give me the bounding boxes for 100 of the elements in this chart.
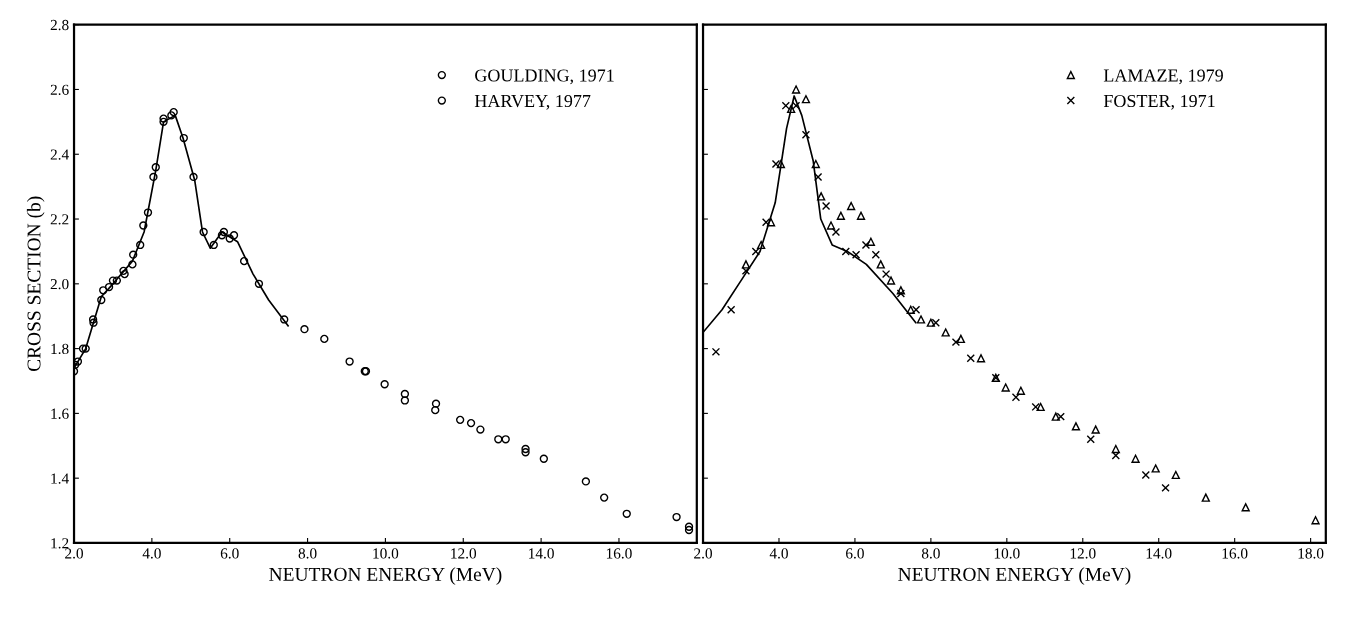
point (600, 493, 609, 502)
point (1091, 425, 1100, 434)
point (761, 218, 771, 227)
point (771, 159, 781, 169)
point (906, 305, 915, 314)
point (120, 269, 129, 279)
point (159, 117, 168, 127)
point (254, 279, 264, 288)
point (741, 266, 751, 276)
point (455, 415, 465, 425)
point (494, 435, 503, 444)
point (911, 305, 921, 314)
legend-label: LAMAZE, 1979 (1103, 69, 1223, 85)
point (169, 107, 178, 117)
point (926, 318, 936, 327)
point (726, 305, 736, 314)
legend-label: FOSTER, 1971 (1103, 94, 1215, 110)
y-tick-label: 1.6 (51, 408, 69, 419)
point (876, 260, 885, 269)
y-tick-label: 2.2 (50, 214, 69, 225)
point (1036, 402, 1045, 412)
point (189, 172, 198, 182)
point (813, 172, 823, 182)
x-tick-label: 6.0 (846, 548, 864, 559)
point (866, 237, 876, 246)
x-axis-title: NEUTRON ENERGY (MeV) (269, 567, 502, 585)
point (956, 334, 966, 344)
point (1086, 435, 1095, 444)
point (431, 399, 441, 408)
point (791, 85, 801, 94)
y-tick-label: 2.8 (50, 19, 69, 31)
point (826, 221, 836, 230)
point (1031, 402, 1040, 412)
point (951, 337, 961, 347)
point (151, 163, 160, 172)
point (1016, 386, 1026, 395)
x-tick-label: 14.0 (529, 548, 554, 559)
point (821, 201, 831, 211)
point (1051, 412, 1060, 421)
point (1001, 383, 1010, 392)
point (225, 234, 234, 243)
point (99, 286, 108, 295)
point (129, 250, 138, 259)
point (1161, 483, 1170, 493)
point (320, 334, 329, 344)
point (881, 269, 891, 279)
point (280, 315, 289, 324)
point (786, 104, 796, 114)
point (476, 425, 485, 434)
x-axis-title: NEUTRON ENERGY (MeV) (898, 567, 1131, 585)
point (916, 315, 926, 324)
point (136, 240, 145, 250)
x-tick-label: 16.0 (1222, 548, 1248, 559)
point (811, 159, 820, 169)
point (380, 380, 389, 389)
y-tick-label: 1.4 (51, 473, 69, 484)
point (219, 227, 229, 237)
point (836, 211, 846, 220)
point (966, 354, 975, 363)
x-tick-label: 8.0 (921, 548, 940, 559)
x-tick-label: 10.0 (994, 548, 1020, 559)
point (851, 250, 861, 259)
y-tick-label: 2.4 (50, 149, 69, 160)
point (861, 240, 871, 250)
point (300, 325, 309, 334)
point (108, 276, 118, 285)
x-tick-label: 4.0 (769, 548, 788, 559)
point (167, 111, 176, 120)
point (976, 354, 986, 363)
point (886, 276, 896, 285)
point (1111, 444, 1120, 454)
x-tick-label: 8.0 (298, 548, 317, 559)
point (941, 328, 950, 337)
y-tick-label: 2.0 (50, 278, 69, 290)
point (581, 477, 591, 486)
point (345, 357, 354, 366)
point (89, 318, 98, 327)
point (751, 247, 760, 256)
point (119, 266, 128, 276)
point (1171, 470, 1180, 480)
point (466, 418, 476, 428)
point (217, 231, 227, 240)
point (1141, 470, 1150, 480)
point (521, 448, 530, 457)
x-tick-label: 18.0 (1298, 548, 1324, 559)
point (622, 509, 631, 518)
point (400, 389, 410, 399)
point (239, 256, 249, 266)
point (1151, 464, 1160, 473)
point (539, 454, 549, 463)
point (841, 247, 850, 256)
point (199, 227, 208, 237)
point (1241, 503, 1250, 512)
point (831, 227, 841, 237)
point (856, 211, 866, 220)
point (431, 405, 440, 415)
y-tick-label: 1.2 (51, 538, 69, 549)
point (776, 159, 786, 169)
point (159, 114, 168, 123)
point (209, 240, 218, 250)
